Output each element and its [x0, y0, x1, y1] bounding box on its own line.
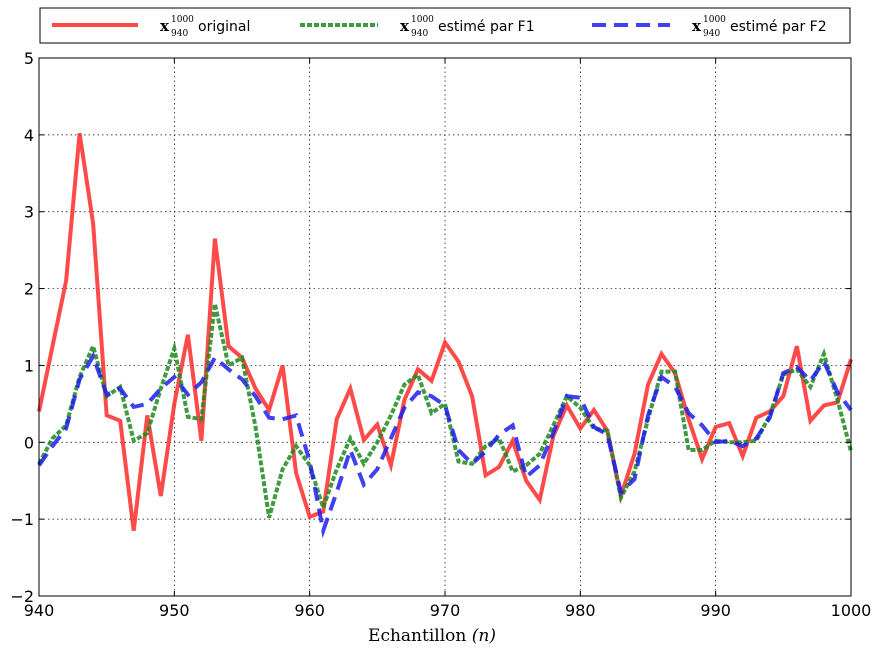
series-line-3	[37, 351, 853, 539]
legend-subscript: 940	[411, 29, 428, 39]
grid	[38, 57, 852, 597]
x-tick-label: 980	[565, 601, 596, 620]
x-tick-label: 1000	[831, 601, 872, 620]
y-tick-label: 2	[24, 280, 34, 299]
legend-superscript: 1000	[411, 15, 434, 25]
x-axis-label: Echantillon (n)	[368, 626, 496, 646]
legend-superscript: 1000	[171, 15, 194, 25]
legend-symbol: x	[400, 17, 410, 35]
legend-label-1: original	[198, 19, 250, 35]
legend-subscript: 940	[703, 29, 720, 39]
y-tick-label: −2	[10, 587, 34, 606]
x-tick-label: 960	[294, 601, 325, 620]
y-tick-label: 3	[24, 203, 34, 222]
legend-label-2: estimé par F1	[438, 19, 535, 35]
legend-label-3: estimé par F2	[730, 19, 827, 35]
y-tick-label: 1	[24, 356, 34, 375]
x-tick-label: 990	[700, 601, 731, 620]
ticks: 940 950 960 970 980 990 1000 −2 −1 0 1 2 3 4 5	[10, 49, 871, 620]
legend-superscript: 1000	[703, 15, 726, 25]
legend-subscript: 940	[171, 29, 188, 39]
legend-box	[39, 7, 851, 44]
series-line-1	[37, 133, 853, 531]
x-tick-label: 950	[159, 601, 190, 620]
y-tick-label: 0	[24, 433, 34, 452]
x-axis-label-text: Echantillon (n)	[368, 626, 496, 646]
y-tick-label: 5	[24, 49, 34, 68]
y-tick-label: −1	[10, 510, 34, 529]
x-tick-label: 970	[430, 601, 461, 620]
legend-symbol: x	[160, 17, 170, 35]
y-tick-label: 4	[24, 126, 34, 145]
x-tick-label: 940	[24, 601, 55, 620]
series-group	[37, 133, 853, 539]
legend-symbol: x	[692, 17, 702, 35]
plot-frame	[38, 57, 852, 597]
x-axis-label-word: Echantillon	[368, 626, 472, 646]
x-axis-label-var: (n)	[472, 626, 496, 646]
